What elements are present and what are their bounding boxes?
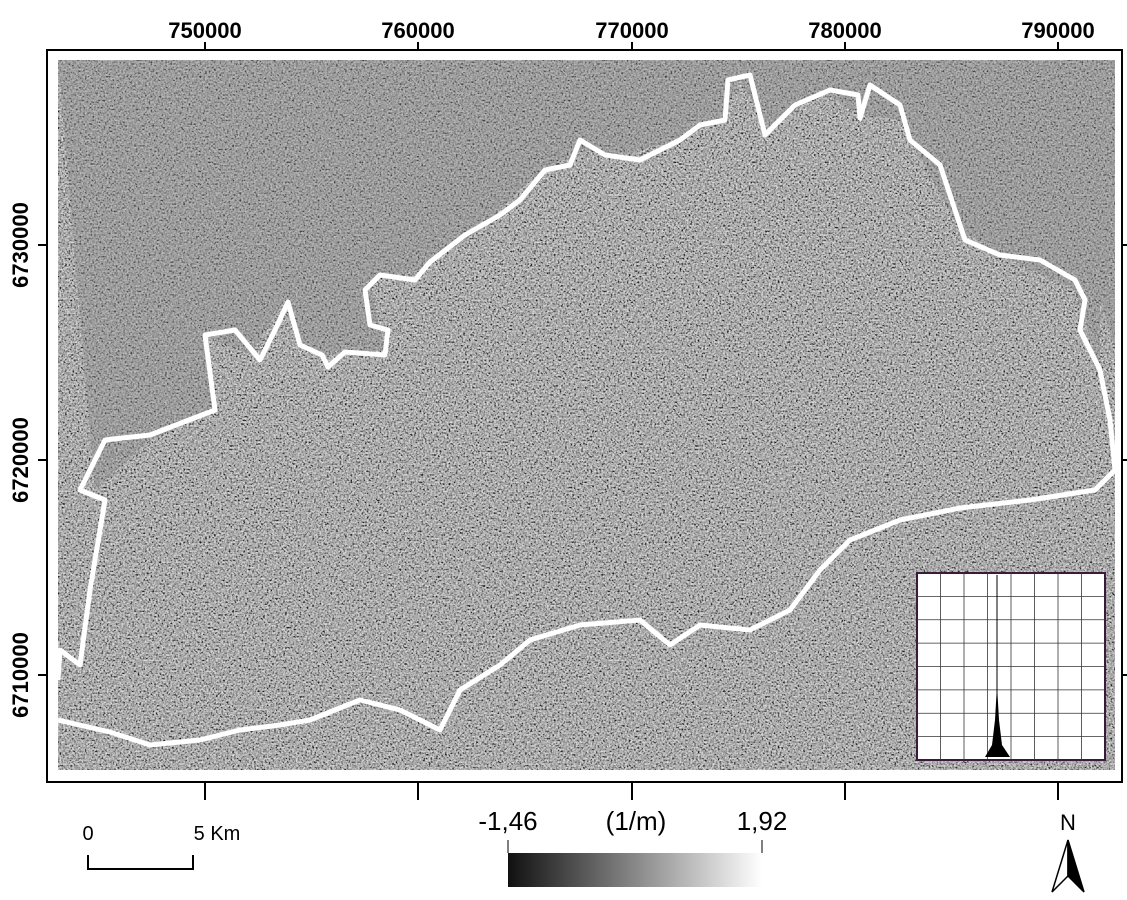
legend-max: 1,92 [737, 806, 788, 836]
scale-end: 5 Km [194, 823, 241, 845]
x-axis: 750000 760000 770000 780000 790000 [168, 18, 1095, 800]
x-tick-label: 760000 [381, 18, 454, 43]
legend-unit: (1/m) [606, 806, 667, 836]
x-tick-label: 750000 [168, 18, 241, 43]
y-tick-label: 6720000 [8, 417, 33, 503]
x-tick-label: 770000 [595, 18, 668, 43]
legend-min: -1,46 [478, 806, 537, 836]
x-tick-label: 780000 [808, 18, 881, 43]
scale-start: 0 [82, 823, 93, 845]
y-tick-label: 6710000 [8, 632, 33, 718]
north-label: N [1060, 810, 1076, 835]
y-axis: 6730000 6720000 6710000 [8, 202, 1127, 718]
legend: -1,46 (1/m) 1,92 [478, 806, 787, 887]
scale-bar: 0 5 Km [82, 823, 241, 870]
y-tick-label: 6730000 [8, 202, 33, 288]
x-tick-label: 790000 [1021, 18, 1094, 43]
histogram-inset [916, 572, 1106, 761]
north-arrow: N [1051, 810, 1085, 893]
